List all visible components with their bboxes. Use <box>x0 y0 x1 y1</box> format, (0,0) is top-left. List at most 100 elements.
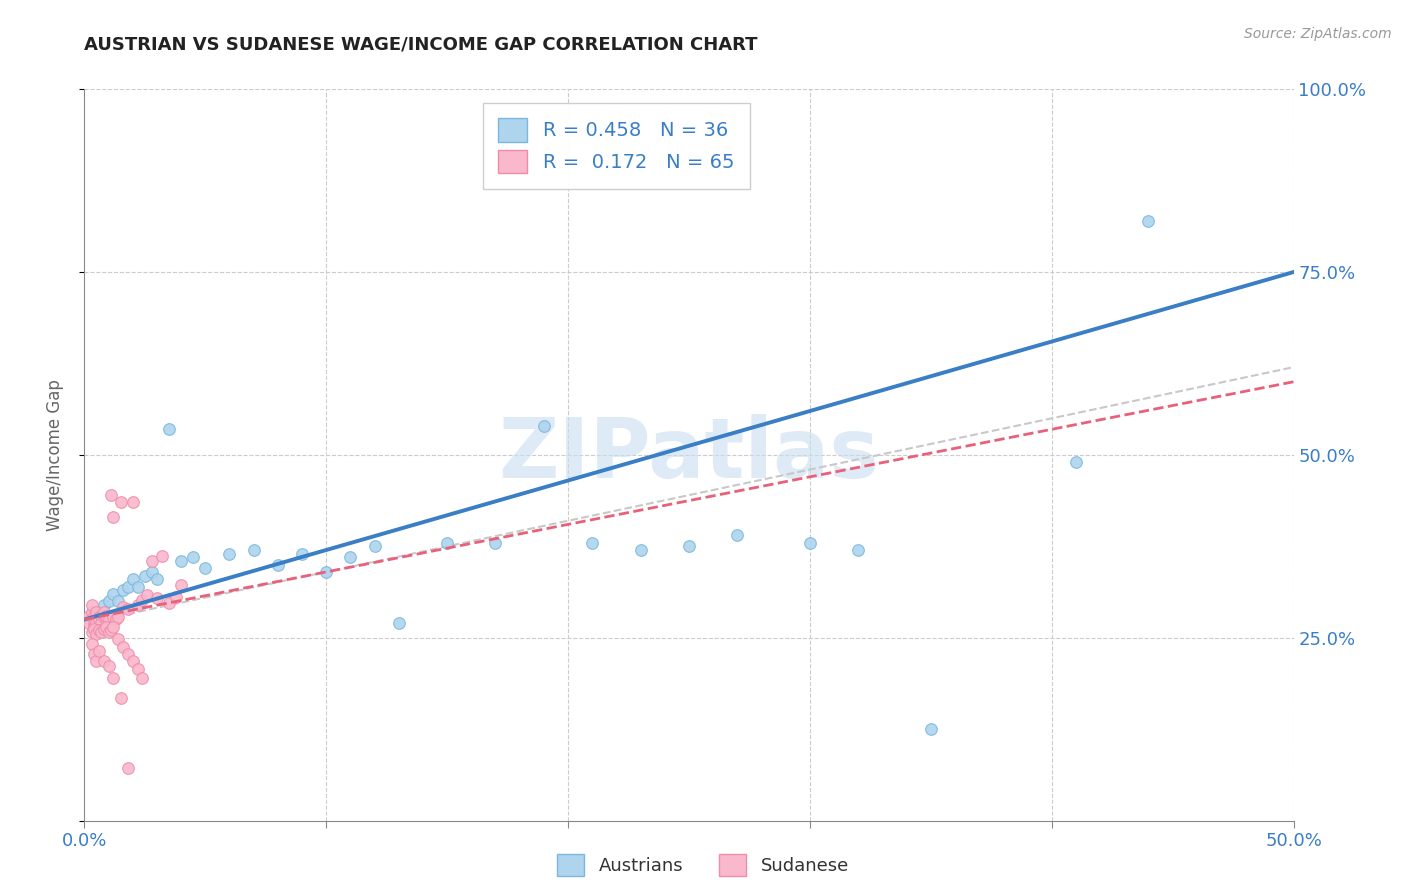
Point <box>93 654 115 668</box>
Text: ZIPatlas: ZIPatlas <box>499 415 879 495</box>
Point <box>121 494 143 508</box>
Point <box>170 554 193 568</box>
Y-axis label: Wage/Income Gap: Wage/Income Gap <box>45 379 63 531</box>
Point <box>107 594 129 608</box>
Point <box>97 658 120 673</box>
Point <box>218 547 240 561</box>
Point <box>93 598 115 612</box>
Point <box>80 624 103 639</box>
Point <box>146 572 169 586</box>
Point <box>121 654 143 668</box>
Point <box>77 616 100 631</box>
Point <box>110 690 132 705</box>
Point <box>127 580 149 594</box>
Point <box>533 418 555 433</box>
Point <box>678 539 700 553</box>
Point <box>90 608 112 623</box>
Point <box>1137 214 1160 228</box>
Point <box>103 510 125 524</box>
Point <box>127 661 149 675</box>
Point <box>117 647 139 661</box>
Point <box>157 422 180 436</box>
Point <box>83 622 105 636</box>
Point <box>90 616 112 631</box>
Point <box>1064 455 1087 469</box>
Point <box>94 620 117 634</box>
Point <box>146 591 169 605</box>
Point <box>141 565 163 579</box>
Point <box>107 632 129 647</box>
Point <box>725 528 748 542</box>
Point <box>920 723 942 737</box>
Point <box>100 488 122 502</box>
Point <box>86 627 108 641</box>
Point <box>86 615 108 629</box>
Text: AUSTRIAN VS SUDANESE WAGE/INCOME GAP CORRELATION CHART: AUSTRIAN VS SUDANESE WAGE/INCOME GAP COR… <box>84 36 758 54</box>
Legend: Austrians, Sudanese: Austrians, Sudanese <box>550 847 856 883</box>
Point <box>112 583 135 598</box>
Point <box>150 549 173 563</box>
Point <box>112 640 135 654</box>
Point <box>104 613 127 627</box>
Point <box>127 598 149 612</box>
Point <box>141 554 163 568</box>
Point <box>97 615 120 629</box>
Point <box>86 605 108 619</box>
Point <box>87 644 110 658</box>
Point <box>86 654 108 668</box>
Point <box>83 608 105 623</box>
Point <box>97 594 120 608</box>
Point <box>799 535 821 549</box>
Point <box>100 624 122 638</box>
Point <box>103 620 125 634</box>
Point <box>846 543 869 558</box>
Point <box>267 558 290 572</box>
Point <box>131 671 153 685</box>
Point <box>90 624 112 638</box>
Point <box>315 565 337 579</box>
Point <box>80 605 103 619</box>
Point <box>131 592 153 607</box>
Point <box>339 550 361 565</box>
Point <box>93 610 115 624</box>
Point <box>94 613 117 627</box>
Point <box>117 601 139 615</box>
Point <box>484 535 506 549</box>
Point <box>87 610 110 624</box>
Point <box>388 616 411 631</box>
Point <box>136 588 159 602</box>
Point <box>581 535 603 549</box>
Point <box>194 561 217 575</box>
Point <box>86 605 108 619</box>
Point <box>87 624 110 638</box>
Point <box>103 610 125 624</box>
Point <box>80 637 103 651</box>
Point <box>83 620 105 634</box>
Point <box>181 550 204 565</box>
Point <box>157 596 180 610</box>
Point <box>80 598 103 612</box>
Point <box>121 572 143 586</box>
Point <box>94 608 117 623</box>
Point <box>165 590 187 604</box>
Point <box>436 535 458 549</box>
Legend: R = 0.458   N = 36, R =  0.172   N = 65: R = 0.458 N = 36, R = 0.172 N = 65 <box>482 103 749 189</box>
Point <box>83 616 105 631</box>
Point <box>170 578 193 592</box>
Point <box>117 761 139 775</box>
Point <box>112 600 135 615</box>
Point <box>87 613 110 627</box>
Point <box>103 671 125 685</box>
Point <box>103 587 125 601</box>
Point <box>291 547 314 561</box>
Point <box>97 613 120 627</box>
Point <box>77 608 100 623</box>
Point <box>630 543 652 558</box>
Point <box>242 543 264 558</box>
Text: Source: ZipAtlas.com: Source: ZipAtlas.com <box>1244 27 1392 41</box>
Point <box>97 624 120 639</box>
Point <box>87 620 110 634</box>
Point <box>93 605 115 619</box>
Point <box>83 647 105 661</box>
Point <box>107 610 129 624</box>
